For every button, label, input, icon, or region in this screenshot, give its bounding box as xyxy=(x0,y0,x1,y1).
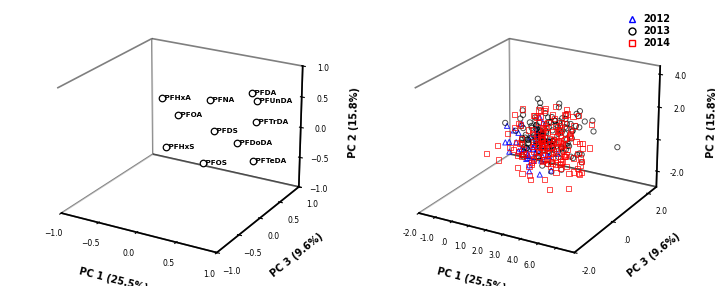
Y-axis label: PC 3 (9.6%): PC 3 (9.6%) xyxy=(626,232,682,279)
X-axis label: PC 1 (25.5%): PC 1 (25.5%) xyxy=(78,266,149,286)
Y-axis label: PC 3 (9.6%): PC 3 (9.6%) xyxy=(268,232,325,279)
X-axis label: PC 1 (25.5%): PC 1 (25.5%) xyxy=(435,266,507,286)
Legend: 2012, 2013, 2014: 2012, 2013, 2014 xyxy=(623,11,674,52)
